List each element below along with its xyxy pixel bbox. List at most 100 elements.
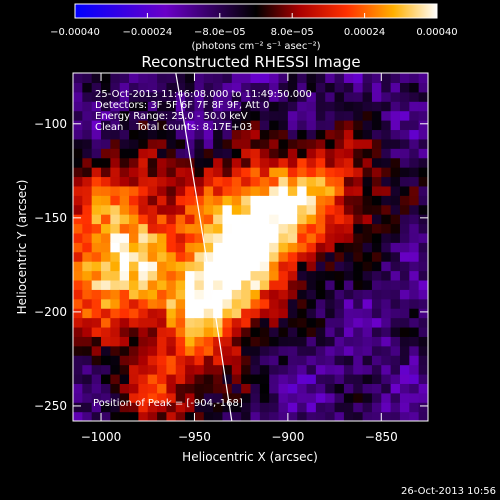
heatmap-cell: [306, 355, 317, 366]
heatmap-cell: [269, 355, 280, 366]
heatmap-cell: [222, 110, 233, 121]
heatmap-cell: [138, 251, 149, 262]
heatmap-cell: [91, 326, 102, 337]
heatmap-cell: [110, 167, 121, 178]
heatmap-cell: [73, 261, 83, 272]
heatmap-cell: [82, 138, 93, 149]
heatmap-cell: [231, 251, 242, 262]
heatmap-cell: [259, 373, 270, 384]
heatmap-cell: [325, 373, 336, 384]
heatmap-cell: [222, 373, 233, 384]
heatmap-cell: [203, 101, 214, 112]
heatmap-cell: [250, 355, 261, 366]
heatmap-cell: [82, 336, 93, 347]
heatmap-cell: [399, 148, 410, 159]
heatmap-cell: [362, 110, 373, 121]
heatmap-cell: [73, 326, 83, 337]
heatmap-cell: [82, 326, 93, 337]
heatmap-cell: [362, 120, 373, 131]
heatmap-cell: [175, 373, 186, 384]
heatmap-cell: [269, 214, 280, 225]
heatmap-cell: [203, 355, 214, 366]
heatmap-cell: [362, 251, 373, 262]
heatmap-cell: [306, 336, 317, 347]
heatmap-cell: [259, 204, 270, 215]
heatmap-cell: [129, 308, 139, 319]
heatmap-cell: [399, 120, 410, 131]
heatmap-cell: [241, 176, 252, 187]
heatmap-cell: [185, 270, 196, 281]
heatmap-cell: [157, 204, 168, 215]
heatmap-cell: [101, 73, 111, 84]
heatmap-cell: [325, 214, 336, 225]
heatmap-cell: [157, 223, 168, 234]
heatmap-cell: [418, 148, 428, 159]
heatmap-cell: [157, 373, 168, 384]
heatmap-cell: [343, 148, 354, 159]
heatmap-cell: [147, 392, 158, 403]
heatmap-cell: [334, 261, 345, 272]
heatmap-cell: [287, 308, 298, 319]
heatmap-cell: [222, 336, 233, 347]
heatmap-cell: [334, 214, 345, 225]
heatmap-cell: [157, 138, 168, 149]
heatmap-cell: [203, 392, 214, 403]
heatmap-cell: [110, 195, 121, 206]
heatmap-cell: [315, 129, 326, 140]
heatmap-cell: [203, 129, 214, 140]
heatmap-cell: [194, 317, 205, 328]
heatmap-cell: [269, 402, 280, 413]
heatmap-cell: [390, 167, 401, 178]
heatmap-cell: [409, 373, 420, 384]
heatmap-cell: [269, 336, 280, 347]
heatmap-cell: [259, 270, 270, 281]
heatmap-cell: [119, 289, 130, 300]
heatmap-cell: [297, 317, 308, 328]
heatmap-cell: [259, 279, 270, 290]
heatmap-cell: [129, 138, 139, 149]
heatmap-cell: [390, 242, 401, 253]
heatmap-cell: [119, 392, 130, 403]
heatmap-cell: [73, 383, 83, 394]
heatmap-cell: [390, 326, 401, 337]
heatmap-cell: [297, 167, 308, 178]
heatmap-cell: [166, 261, 177, 272]
colorbar-tick-label: −0.00024: [123, 27, 173, 38]
heatmap-cell: [287, 157, 298, 168]
heatmap-cell: [259, 364, 270, 375]
heatmap-cell: [371, 279, 382, 290]
heatmap-cell: [371, 176, 382, 187]
heatmap-cell: [278, 110, 289, 121]
heatmap-cell: [82, 411, 93, 421]
heatmap-cell: [343, 373, 354, 384]
heatmap-cell: [185, 373, 196, 384]
heatmap-cell: [241, 110, 252, 121]
annotation-time-range: 25-Oct-2013 11:46:08.000 to 11:49:50.000: [95, 89, 312, 100]
heatmap-cell: [129, 317, 139, 328]
heatmap-cell: [334, 336, 345, 347]
heatmap-cell: [269, 392, 280, 403]
heatmap-cell: [82, 355, 93, 366]
heatmap-cell: [91, 91, 102, 102]
heatmap-cell: [82, 73, 93, 84]
heatmap-cell: [91, 73, 102, 84]
heatmap-cell: [231, 91, 242, 102]
heatmap-cell: [175, 129, 186, 140]
heatmap-cell: [371, 157, 382, 168]
heatmap-cell: [278, 326, 289, 337]
heatmap-cell: [73, 251, 83, 262]
heatmap-cell: [381, 138, 392, 149]
heatmap-cell: [399, 176, 410, 187]
heatmap-cell: [110, 176, 121, 187]
heatmap-cell: [334, 129, 345, 140]
heatmap-cell: [399, 364, 410, 375]
heatmap-cell: [297, 402, 308, 413]
heatmap-cell: [409, 223, 420, 234]
heatmap-cell: [353, 195, 364, 206]
heatmap-cell: [297, 383, 308, 394]
heatmap-cell: [194, 223, 205, 234]
heatmap-cell: [362, 242, 373, 253]
heatmap-cell: [203, 223, 214, 234]
heatmap-cell: [381, 317, 392, 328]
heatmap-cell: [166, 383, 177, 394]
